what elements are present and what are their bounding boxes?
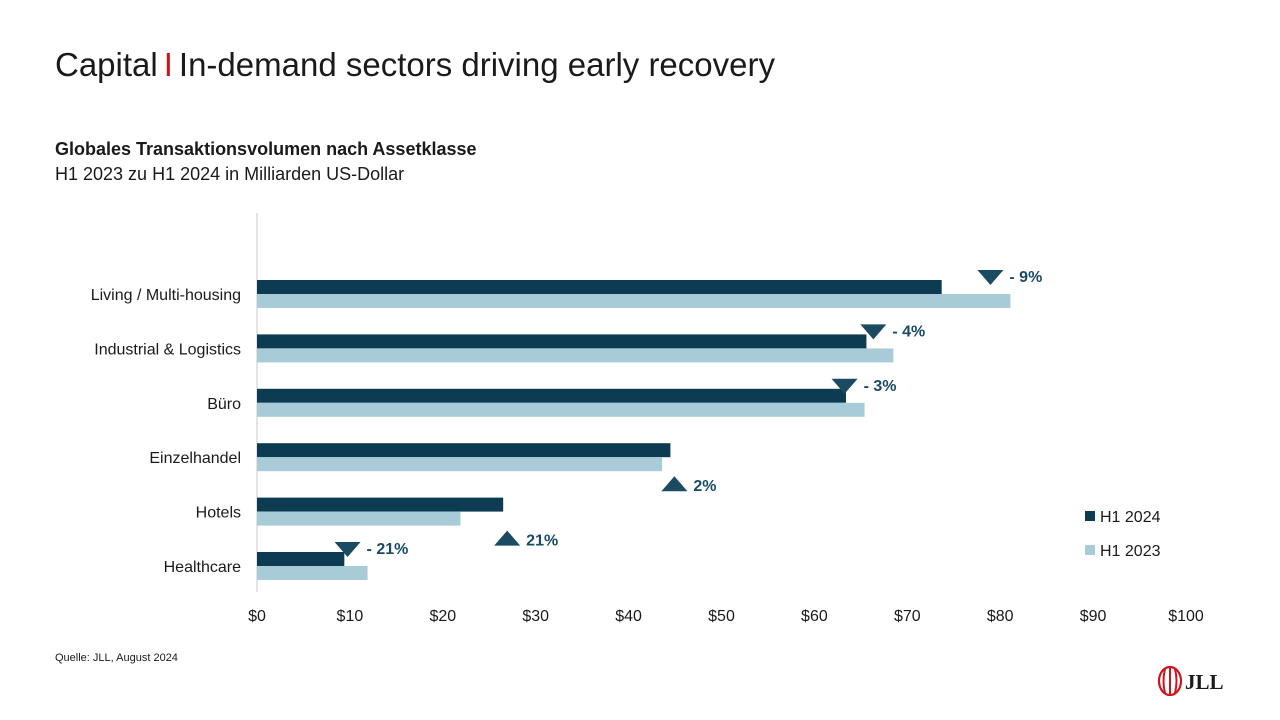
jll-logo-mark	[1157, 665, 1183, 697]
x-tick-label: $100	[1168, 608, 1204, 625]
bar-h1-2024	[257, 334, 867, 349]
x-tick-label: $10	[337, 608, 364, 625]
jll-logo: JLL	[1157, 665, 1224, 697]
change-label: - 21%	[367, 541, 409, 558]
category-label: Healthcare	[164, 559, 241, 576]
x-tick-label: $60	[801, 608, 828, 625]
change-down-icon	[334, 542, 361, 557]
change-down-icon	[831, 378, 858, 394]
bar-h1-2023	[257, 294, 1011, 308]
legend-swatch	[1085, 511, 1095, 521]
page-title: Capital I In-demand sectors driving early …	[55, 46, 775, 84]
bar-h1-2023	[257, 566, 368, 580]
category-label: Living / Multi-housing	[91, 287, 241, 304]
x-tick-label: $40	[615, 608, 642, 625]
bar-h1-2024	[257, 497, 504, 512]
change-label: 21%	[526, 533, 558, 550]
title-separator: I	[163, 46, 173, 83]
x-tick-label: $0	[248, 608, 266, 625]
source-note: Quelle: JLL, August 2024	[55, 652, 178, 664]
bar-h1-2023	[257, 457, 663, 472]
category-label: Industrial & Logistics	[94, 341, 241, 358]
legend-entry: H1 2024	[1100, 509, 1161, 526]
title-prefix: Capital	[55, 46, 158, 83]
bar-h1-2024	[257, 552, 345, 566]
x-tick-label: $50	[708, 608, 735, 625]
category-label: Büro	[207, 396, 241, 413]
change-down-icon	[860, 324, 887, 340]
change-down-icon	[977, 270, 1004, 285]
title-main: In-demand sectors driving early recovery	[178, 46, 775, 83]
bar-h1-2023	[257, 402, 865, 417]
change-label: 2%	[693, 478, 716, 495]
change-label: - 4%	[892, 323, 925, 340]
x-tick-label: $20	[429, 608, 456, 625]
x-tick-label: $80	[987, 608, 1014, 625]
change-label: - 3%	[864, 378, 897, 395]
x-tick-label: $70	[894, 608, 921, 625]
chart-subtitle: Globales Transaktionsvolumen nach Assetk…	[55, 139, 477, 159]
change-label: - 9%	[1009, 269, 1042, 286]
logo-text: JLL	[1185, 670, 1224, 694]
bar-h1-2023	[257, 511, 461, 526]
category-label: Hotels	[196, 505, 241, 522]
change-up-icon	[494, 530, 521, 546]
bar-h1-2024	[257, 280, 942, 294]
legend-swatch	[1085, 545, 1095, 555]
bar-h1-2023	[257, 348, 894, 363]
change-up-icon	[661, 476, 688, 492]
bar-h1-2024	[257, 388, 846, 403]
chart-subtitle-units: H1 2023 zu H1 2024 in Milliarden US-Doll…	[55, 164, 405, 184]
category-label: Einzelhandel	[149, 450, 241, 467]
x-tick-label: $30	[522, 608, 549, 625]
x-tick-label: $90	[1080, 608, 1107, 625]
legend-entry: H1 2023	[1100, 543, 1161, 560]
bar-h1-2024	[257, 443, 671, 458]
bar-chart: Living / Multi-housing - 9% Industrial & L…	[91, 213, 1204, 625]
